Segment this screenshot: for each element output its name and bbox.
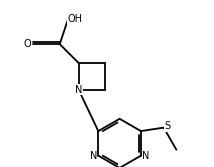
Text: N: N [142,151,150,161]
Text: S: S [165,121,171,131]
Text: OH: OH [67,14,82,24]
Text: O: O [24,39,31,49]
Text: N: N [90,151,97,161]
Text: N: N [75,85,82,95]
